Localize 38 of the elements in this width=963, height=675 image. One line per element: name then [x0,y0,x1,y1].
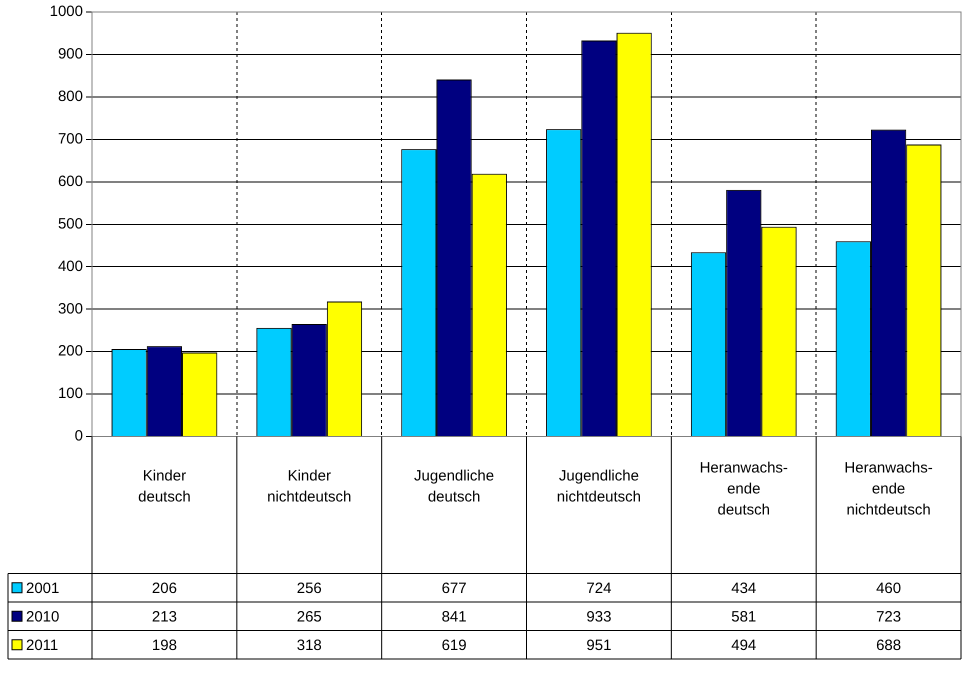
data-label: 723 [876,608,902,626]
data-label: 494 [731,636,756,654]
y-tick-label: 300 [58,300,83,318]
y-tick-label: 100 [58,385,83,402]
data-label: 213 [152,608,177,626]
data-label: 933 [586,608,612,626]
y-tick-label: 900 [58,46,83,63]
data-label: 460 [876,580,902,597]
y-tick-label: 400 [58,258,83,275]
x-tick-label: Jugendliche nichtdeutsch [556,468,642,506]
y-tick-label: 700 [58,130,83,148]
data-label: 434 [731,580,756,597]
legend-label: 2011 [26,636,58,654]
x-tick-label: Kinder deutsch [138,468,191,506]
data-label: 724 [586,580,612,597]
data-label: 206 [152,580,177,597]
y-tick-label: 800 [58,88,83,106]
data-label: 951 [586,636,612,654]
x-tick-label: Heranwachs- ende deutsch [700,460,788,519]
y-tick-label: 600 [58,172,83,190]
data-label: 265 [296,608,322,626]
x-tick-label: Heranwachs- ende nichtdeutsch [844,460,933,519]
legend-label: 2010 [26,608,60,626]
legend-label: 2001 [26,580,60,597]
y-tick-label: 1000 [50,3,83,20]
y-tick-label: 200 [58,342,83,360]
data-label: 841 [442,608,467,626]
data-label: 581 [731,608,756,626]
data-label: 318 [296,636,322,654]
data-label: 688 [876,636,902,654]
x-tick-label: Jugendliche deutsch [414,468,494,506]
y-tick-label: 500 [58,215,83,232]
data-label: 677 [442,580,467,597]
data-label: 256 [296,580,322,597]
data-label: 619 [442,636,467,654]
data-label: 198 [152,636,177,654]
y-tick-label: 0 [74,428,83,445]
x-tick-label: Kinder nichtdeutsch [267,468,352,506]
